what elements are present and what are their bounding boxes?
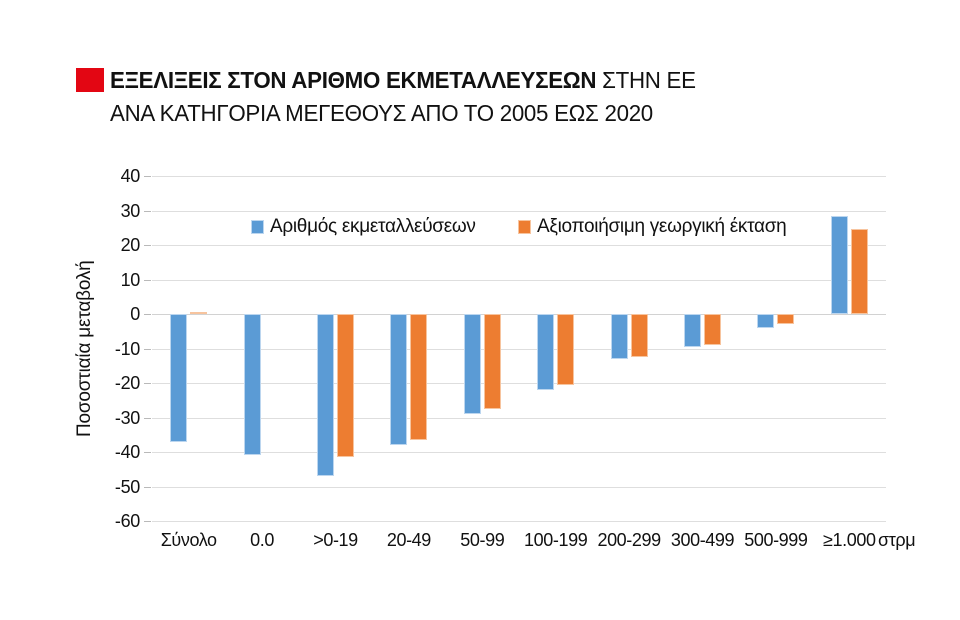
y-tick-label: 0: [130, 304, 140, 324]
bar-series1-4: [483, 314, 501, 409]
bar-series0-3: [390, 314, 408, 446]
y-tick-label: 10: [120, 269, 141, 290]
y-tick-mark: [144, 521, 151, 522]
y-tick-mark: [144, 314, 151, 315]
bar-series1-0: [190, 312, 208, 315]
gridline: [152, 314, 886, 315]
bar-series0-5: [537, 314, 555, 390]
chart-subtitle: ΑΝΑ ΚΑΤΗΓΟΡΙΑ ΜΕΓΕΘΟΥΣ ΑΠΟ ΤΟ 2005 ΕΩΣ 2…: [110, 100, 653, 126]
legend-swatch-farms: [251, 220, 264, 234]
x-tick-label: 20-49: [386, 530, 431, 550]
y-tick-mark: [144, 176, 151, 177]
gridline: [152, 521, 886, 522]
bar-series1-5: [557, 314, 575, 385]
y-tick-mark: [144, 245, 151, 246]
bar-series0-4: [463, 314, 481, 415]
legend-label-farms: Αριθμός εκμεταλλεύσεων: [270, 216, 476, 237]
gridline: [152, 417, 886, 419]
y-tick-label: -60: [114, 511, 140, 531]
legend-item-uaa: Αξιοποιήσιμη γεωργική έκταση: [518, 216, 787, 238]
chart-title-regular: ΣΤΗΝ ΕΕ: [596, 67, 696, 93]
gridline: [152, 452, 886, 453]
x-tick-label: 300-499: [670, 530, 735, 550]
gridline: [152, 348, 886, 350]
bar-series0-2: [317, 314, 334, 477]
bar-series0-0: [170, 314, 188, 442]
bar-series1-3: [410, 314, 428, 440]
bar-series1-9: [850, 229, 868, 314]
bar-series0-6: [610, 314, 628, 359]
chart-title: ΕΞΕΛΙΞΕΙΣ ΣΤΟΝ ΑΡΙΘΜΟ ΕΚΜΕΤΑΛΛΕΥΣΕΩΝ ΣΤΗ…: [110, 67, 696, 94]
y-tick-label: -10: [114, 338, 140, 359]
gridline: [152, 176, 886, 177]
bar-series1-7: [704, 314, 721, 346]
y-tick-label: -40: [114, 442, 140, 462]
gridline: [152, 383, 886, 384]
y-tick-mark: [144, 452, 151, 453]
y-tick-label: 30: [120, 200, 141, 221]
bar-series1-8: [777, 314, 795, 325]
bar-series0-1: [243, 314, 261, 456]
x-tick-label: Σύνολο: [160, 530, 217, 550]
gridline: [152, 245, 886, 246]
x-axis-unit-label: στρμ: [878, 530, 916, 550]
y-tick-label: -30: [114, 407, 140, 428]
y-tick-label: 20: [120, 235, 141, 255]
gridline: [152, 486, 886, 488]
y-tick-mark: [144, 279, 151, 281]
bar-series0-8: [757, 314, 775, 328]
x-tick-label: >0-19: [313, 530, 358, 550]
y-tick-label: 40: [120, 166, 141, 186]
chart-title-bold: ΕΞΕΛΙΞΕΙΣ ΣΤΟΝ ΑΡΙΘΜΟ ΕΚΜΕΤΑΛΛΕΥΣΕΩΝ: [110, 67, 597, 93]
y-tick-label: -50: [114, 476, 140, 497]
bar-series0-7: [684, 314, 701, 347]
y-tick-mark: [144, 486, 151, 488]
bar-series1-2: [337, 314, 354, 458]
y-tick-mark: [144, 417, 151, 419]
title-accent-square: [76, 68, 104, 92]
x-tick-label: 100-199: [524, 530, 588, 550]
y-tick-mark: [144, 383, 151, 384]
x-tick-label: 200-299: [597, 530, 661, 550]
x-tick-label: 500-999: [744, 530, 808, 550]
y-tick-mark: [144, 210, 151, 212]
gridline: [152, 279, 886, 281]
x-tick-label: ≥1.000: [823, 530, 876, 550]
y-tick-label: -20: [114, 373, 140, 393]
legend-item-farms: Αριθμός εκμεταλλεύσεων: [251, 216, 476, 238]
x-tick-label: 50-99: [460, 530, 505, 550]
bar-series0-9: [830, 215, 848, 314]
gridline: [152, 210, 886, 212]
bar-series1-6: [630, 314, 648, 358]
x-tick-label: 0.0: [250, 530, 274, 550]
legend-label-uaa: Αξιοποιήσιμη γεωργική έκταση: [537, 216, 787, 237]
y-tick-mark: [144, 348, 151, 350]
legend-swatch-uaa: [518, 220, 531, 234]
